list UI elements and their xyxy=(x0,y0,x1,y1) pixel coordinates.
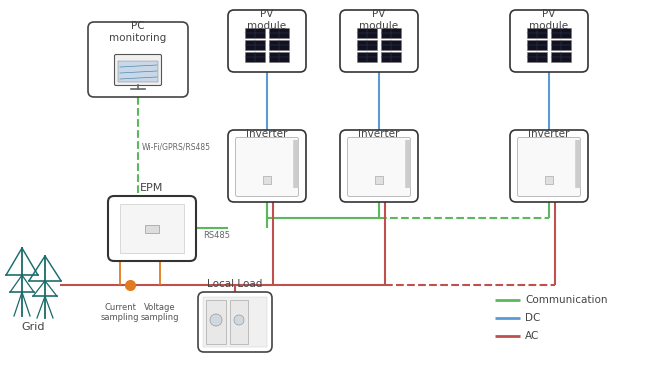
Text: EPM: EPM xyxy=(140,183,163,193)
Bar xyxy=(551,28,571,38)
Bar xyxy=(145,224,159,232)
Text: Current
sampling: Current sampling xyxy=(100,303,139,323)
Text: Communication: Communication xyxy=(525,295,608,305)
Bar xyxy=(245,40,265,50)
FancyBboxPatch shape xyxy=(340,130,418,202)
Bar xyxy=(375,176,383,184)
Text: Wi-Fi/GPRS/RS485: Wi-Fi/GPRS/RS485 xyxy=(142,142,211,151)
Text: Inverter: Inverter xyxy=(529,129,570,139)
Bar xyxy=(245,28,265,38)
FancyBboxPatch shape xyxy=(340,10,418,72)
Text: Grid: Grid xyxy=(21,322,45,332)
Bar xyxy=(269,52,289,62)
Bar xyxy=(381,52,401,62)
FancyBboxPatch shape xyxy=(108,196,196,261)
Bar xyxy=(245,52,265,62)
Bar xyxy=(263,176,271,184)
Text: RS485: RS485 xyxy=(204,231,230,240)
Text: AC: AC xyxy=(525,331,539,341)
FancyBboxPatch shape xyxy=(228,10,306,72)
Bar xyxy=(381,28,401,38)
FancyBboxPatch shape xyxy=(517,138,580,196)
FancyBboxPatch shape xyxy=(88,22,188,97)
Bar xyxy=(545,176,553,184)
Bar xyxy=(527,52,547,62)
FancyBboxPatch shape xyxy=(510,10,588,72)
Text: Inverter: Inverter xyxy=(358,129,400,139)
Text: PC
monitoring: PC monitoring xyxy=(109,21,167,44)
Bar xyxy=(527,40,547,50)
Bar xyxy=(357,40,377,50)
Bar xyxy=(203,297,267,347)
Bar xyxy=(551,52,571,62)
Bar xyxy=(551,40,571,50)
FancyBboxPatch shape xyxy=(198,292,272,352)
Bar xyxy=(357,52,377,62)
Bar xyxy=(120,204,184,253)
FancyBboxPatch shape xyxy=(235,138,299,196)
Bar xyxy=(230,300,248,344)
Bar xyxy=(381,40,401,50)
Bar xyxy=(269,28,289,38)
Text: Voltage
sampling: Voltage sampling xyxy=(141,303,180,323)
Text: PV
module: PV module xyxy=(247,9,287,31)
Text: Local Load: Local Load xyxy=(207,279,263,289)
FancyBboxPatch shape xyxy=(115,55,161,86)
Bar xyxy=(357,28,377,38)
FancyBboxPatch shape xyxy=(510,130,588,202)
FancyBboxPatch shape xyxy=(348,138,411,196)
Text: DC: DC xyxy=(525,313,541,323)
Text: PV
module: PV module xyxy=(529,9,569,31)
Circle shape xyxy=(234,315,244,325)
Bar xyxy=(527,28,547,38)
Text: Inverter: Inverter xyxy=(247,129,287,139)
Bar xyxy=(269,40,289,50)
Bar xyxy=(118,61,158,82)
Text: PV
module: PV module xyxy=(359,9,399,31)
FancyBboxPatch shape xyxy=(228,130,306,202)
Bar xyxy=(206,300,226,344)
Circle shape xyxy=(210,314,222,326)
